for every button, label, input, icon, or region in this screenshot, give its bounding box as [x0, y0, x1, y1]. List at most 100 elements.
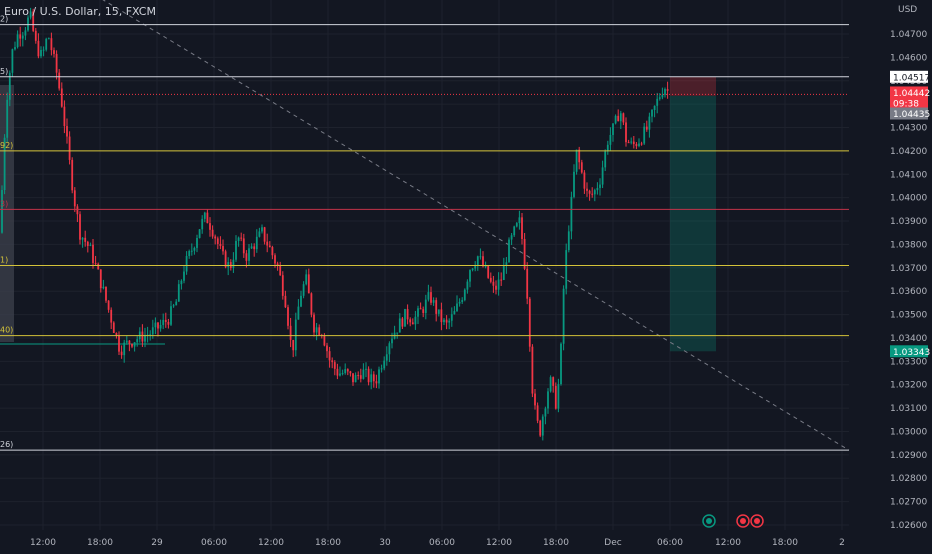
candle-body — [198, 229, 201, 238]
candle-body — [14, 47, 16, 50]
x-tick-label: 12:00 — [258, 538, 284, 548]
price-badge-text: 1.04435 — [893, 110, 930, 120]
candle-body — [50, 38, 53, 51]
candle-body — [437, 309, 440, 314]
candle-body — [406, 309, 409, 320]
candle-body — [240, 237, 243, 239]
candle-body — [315, 327, 318, 333]
candle-body — [318, 327, 321, 336]
candle-body — [352, 373, 354, 383]
candle-body — [625, 122, 627, 143]
y-tick-label: 1.04700 — [890, 30, 927, 40]
candle-body — [567, 231, 570, 251]
economic-event-icon[interactable] — [736, 514, 750, 528]
candle-body — [42, 49, 45, 51]
candle-body — [180, 280, 183, 285]
candle-body — [385, 354, 388, 361]
price-badge-bg — [890, 86, 928, 99]
candle-body — [60, 88, 63, 107]
candle-body — [461, 300, 464, 302]
x-tick-label: 06:00 — [429, 538, 455, 548]
candle-body — [294, 319, 297, 351]
candle-body — [604, 151, 607, 168]
candle-body — [1, 190, 3, 233]
level-label: 2) — [0, 15, 8, 24]
candle-body — [430, 292, 432, 303]
candle-body — [144, 335, 146, 342]
y-tick-label: 1.04200 — [890, 147, 927, 157]
candle-body — [53, 50, 55, 54]
candle-body — [159, 324, 162, 329]
candle-body — [505, 262, 508, 266]
stop-zone — [670, 76, 716, 96]
y-tick-label: 1.03300 — [890, 357, 927, 367]
y-tick-label: 1.04600 — [890, 53, 927, 63]
candle-body — [24, 30, 27, 36]
candle-body — [339, 373, 341, 376]
candle-body — [380, 368, 383, 370]
candle-body — [419, 308, 422, 310]
y-tick-label: 1.03100 — [890, 404, 927, 414]
candle-body — [27, 17, 29, 31]
candle-body — [432, 300, 435, 303]
candle-body — [45, 38, 48, 50]
candle-body — [661, 94, 664, 98]
price-badge-text: 1.03343 — [893, 348, 930, 358]
y-tick-label: 1.04300 — [890, 124, 927, 134]
candle-body — [323, 335, 326, 346]
candle-body — [619, 113, 622, 122]
candle-body — [341, 373, 344, 375]
candle-body — [398, 318, 401, 333]
candle-body — [422, 309, 425, 313]
candle-body — [125, 340, 128, 343]
candle-body — [497, 279, 500, 290]
candle-body — [107, 300, 110, 310]
candle-body — [292, 339, 295, 351]
x-tick-label: 06:00 — [657, 538, 683, 548]
candle-body — [458, 301, 461, 304]
economic-event-icon[interactable] — [702, 514, 716, 528]
candle-body — [40, 50, 42, 57]
x-tick-label: 2 — [839, 538, 845, 548]
candle-body — [92, 244, 94, 264]
candle-body — [541, 416, 544, 436]
candle-body — [232, 259, 235, 268]
candle-body — [253, 246, 256, 250]
candle-body — [331, 360, 334, 363]
candle-body — [71, 159, 74, 191]
candle-body — [435, 300, 438, 314]
candle-body — [37, 40, 40, 57]
candle-body — [359, 375, 362, 379]
candle-body — [258, 231, 261, 237]
candle-body — [118, 335, 120, 352]
price-badge-text: 1.04517 — [893, 73, 930, 83]
candle-body — [562, 288, 565, 344]
candle-body — [19, 34, 22, 39]
candle-body — [102, 286, 105, 289]
candle-body — [466, 281, 469, 290]
candle-body — [534, 393, 536, 406]
candle-body — [349, 371, 352, 374]
candle-body — [557, 384, 560, 409]
event-dot-icon — [706, 518, 712, 524]
candle-body — [214, 236, 217, 239]
level-label: 1) — [0, 255, 8, 264]
candle-body — [448, 320, 451, 323]
economic-event-icon[interactable] — [750, 514, 764, 528]
candle-body — [300, 295, 302, 307]
candle-body — [588, 190, 591, 194]
candle-body — [617, 115, 620, 122]
y-tick-label: 1.02800 — [890, 474, 927, 484]
candle-body — [149, 334, 152, 336]
event-icons[interactable] — [702, 514, 764, 528]
currency-label[interactable]: USD — [898, 5, 918, 15]
candle-body — [396, 332, 399, 334]
candle-body — [609, 134, 612, 145]
symbol-legend[interactable]: Euro / U.S. Dollar, 15, FXCM — [4, 5, 156, 18]
candle-body — [411, 322, 414, 325]
candle-body — [227, 262, 230, 268]
candle-body — [586, 188, 588, 191]
candle-body — [274, 255, 276, 264]
